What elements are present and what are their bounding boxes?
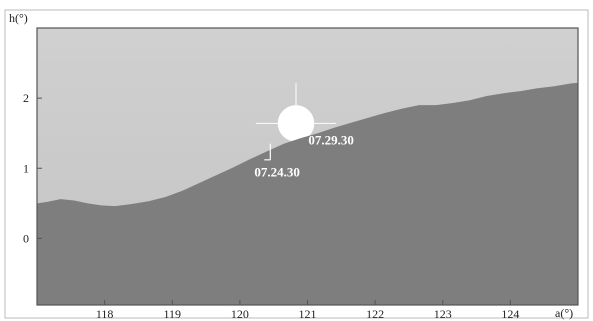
- y-tick-label: 1: [23, 161, 29, 175]
- x-tick-label: 120: [231, 307, 249, 321]
- x-axis-label: a(°): [555, 306, 573, 320]
- x-tick-label: 123: [434, 307, 452, 321]
- x-tick-label: 121: [299, 307, 317, 321]
- outer-frame: [4, 9, 589, 319]
- y-tick-label: 0: [23, 231, 29, 245]
- annotations: 07.29.30 07.24.30: [254, 132, 354, 179]
- y-axis-label: h(°): [9, 11, 28, 25]
- y-tick-label: 2: [23, 91, 29, 105]
- time-annotation: 07.29.30: [308, 132, 354, 147]
- y-axis: 0 1 2: [23, 91, 42, 245]
- terrain-area: [37, 82, 578, 305]
- x-axis: 118 119 120 121 122 123 124: [96, 300, 519, 321]
- x-tick-label: 119: [163, 307, 181, 321]
- x-tick-label: 124: [501, 307, 519, 321]
- time-annotation: 07.24.30: [254, 165, 300, 180]
- x-tick-label: 122: [366, 307, 384, 321]
- x-tick-label: 118: [96, 307, 114, 321]
